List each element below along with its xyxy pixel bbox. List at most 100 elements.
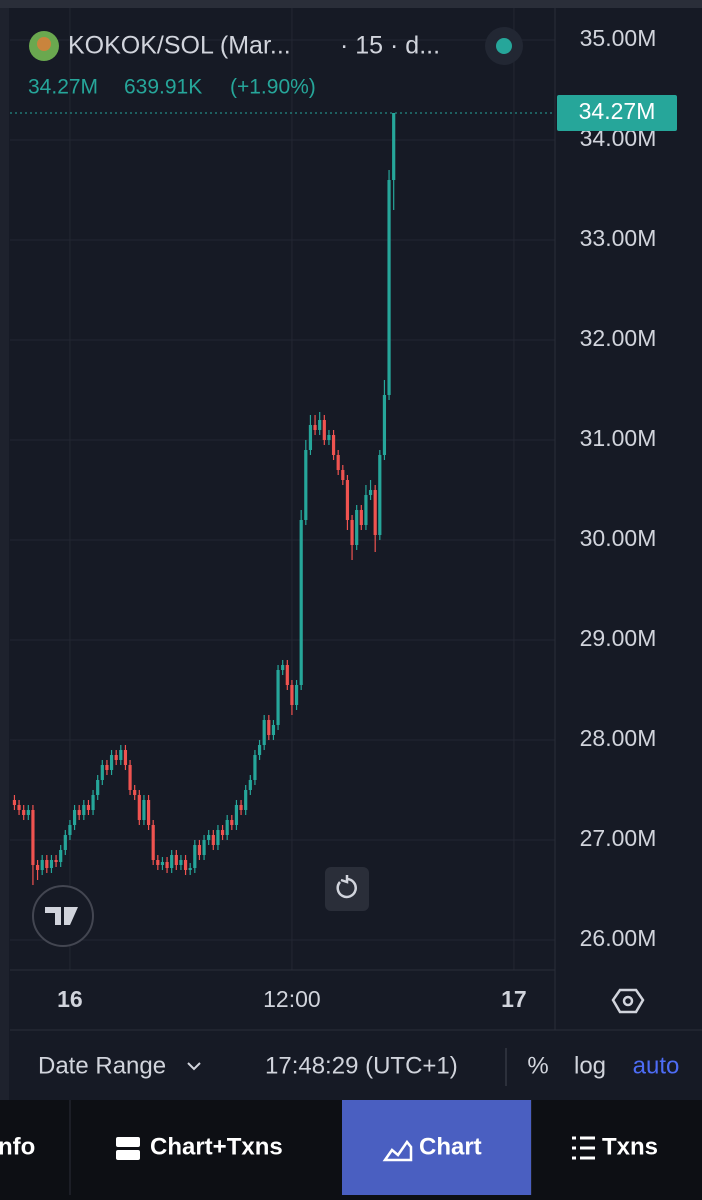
y-tick-label: 33.00M [580, 225, 657, 251]
candle-body [294, 685, 299, 705]
candle-body [327, 435, 331, 440]
candle-body [165, 862, 169, 868]
tab-txns[interactable]: Txns [602, 1133, 658, 1160]
tv-logo[interactable] [32, 885, 94, 947]
tab-icon [382, 1139, 413, 1162]
candle-body [119, 750, 123, 760]
candle-body [331, 435, 336, 455]
candle-body [382, 395, 387, 455]
tab-chart[interactable]: Chart [419, 1133, 482, 1160]
candle-body [262, 720, 266, 745]
reset-button[interactable] [325, 867, 369, 911]
candle-body [290, 685, 294, 705]
candle-body [299, 520, 303, 685]
candle-body [234, 805, 239, 825]
candle-body [211, 835, 215, 845]
auto-toggle[interactable]: auto [633, 1052, 680, 1079]
plot [10, 8, 555, 970]
y-tick-label: 29.00M [580, 625, 657, 651]
clock: 17:48:29 (UTC+1) [265, 1052, 458, 1079]
candle-body [22, 810, 26, 815]
candle-body [364, 495, 368, 525]
candle-body [216, 830, 220, 845]
candle-body [68, 825, 72, 835]
reset-icon [336, 875, 357, 899]
candle-body [285, 665, 289, 685]
candle-body [31, 810, 35, 865]
candle-body [313, 425, 317, 430]
candle-body [220, 830, 225, 835]
candle-body [318, 420, 322, 430]
last-price-label: 34.27M [579, 98, 656, 124]
candle-body [146, 800, 151, 825]
candle-body [202, 840, 206, 855]
candle-body [156, 860, 160, 865]
candle-body [105, 765, 109, 770]
y-tick-label: 26.00M [580, 925, 657, 951]
candle-body [373, 490, 377, 535]
token-logo-face [37, 37, 51, 51]
candle-body [72, 810, 77, 825]
candle-body [45, 860, 49, 868]
candle-body [392, 113, 396, 180]
tab-chart-txns[interactable]: Chart+Txns [150, 1133, 283, 1160]
candle-body [26, 810, 30, 815]
y-tick-label: 32.00M [580, 325, 657, 351]
y-tick-label: 27.00M [580, 825, 657, 851]
x-tick-label: 17 [501, 986, 527, 1012]
candle-body [179, 860, 183, 865]
settings-icon[interactable] [611, 988, 645, 1014]
candle-body [304, 450, 308, 520]
candle-body [63, 835, 67, 850]
y-tick-label: 28.00M [580, 725, 657, 751]
candle-body [207, 835, 211, 840]
candle-body [59, 850, 63, 862]
candle-body [257, 745, 262, 755]
tab-icon [116, 1137, 140, 1147]
candle-body [114, 755, 118, 760]
candle-body [341, 470, 345, 480]
chevron [187, 1062, 201, 1071]
candle-body [336, 455, 340, 470]
percent-toggle[interactable]: % [527, 1052, 548, 1079]
candle-body [86, 805, 91, 810]
candle-body [322, 420, 326, 440]
candle-body [54, 860, 58, 862]
candle-body [188, 868, 192, 870]
candle-body [248, 780, 252, 790]
candle-body [160, 862, 165, 865]
x-tick-label: 16 [57, 986, 83, 1012]
candle-body [345, 480, 350, 520]
candle-body [35, 865, 40, 870]
legend-change-pct: (+1.90%) [230, 76, 316, 99]
candle-body [253, 755, 257, 780]
candle-body [77, 810, 81, 815]
left-edge [0, 8, 9, 1100]
x-tick-label: 12:00 [263, 986, 321, 1012]
candle-body [133, 790, 137, 795]
date-range[interactable]: Date Range [38, 1052, 166, 1079]
interval: · 15 · d... [340, 32, 440, 60]
candle-body [123, 750, 128, 765]
candle-body [12, 800, 17, 805]
candle-body [244, 790, 248, 810]
candle-body [193, 845, 197, 868]
candle-body [350, 520, 354, 545]
candle-body [387, 180, 391, 395]
candle-body [281, 665, 285, 670]
candle-body [174, 855, 178, 865]
candle-body [271, 725, 276, 735]
y-tick-label: 35.00M [580, 25, 657, 51]
tab-info[interactable]: nfo [0, 1133, 35, 1160]
log-toggle[interactable]: log [574, 1052, 606, 1079]
candle-body [137, 795, 141, 820]
active-tab-bg [342, 1100, 531, 1195]
top-strip [0, 0, 702, 8]
tv-logo-mark [45, 907, 78, 925]
candle-body [197, 845, 202, 855]
candle-body [96, 780, 100, 795]
tab-icon [116, 1150, 140, 1160]
status-dot [496, 38, 512, 54]
pair-title: KOKOK/SOL (Mar... [68, 32, 291, 60]
